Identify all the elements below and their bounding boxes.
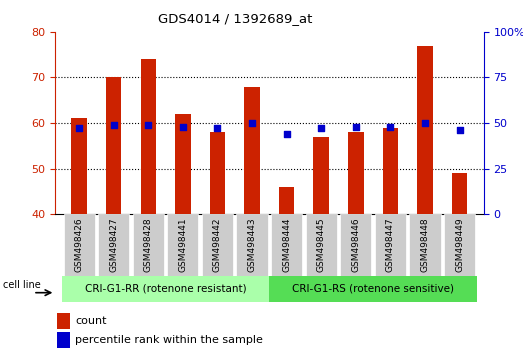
FancyBboxPatch shape — [410, 214, 440, 276]
Bar — [417, 46, 433, 214]
FancyBboxPatch shape — [98, 214, 129, 276]
Text: GSM498446: GSM498446 — [351, 217, 360, 272]
FancyBboxPatch shape — [202, 214, 233, 276]
Bar — [175, 114, 191, 214]
Bar — [141, 59, 156, 214]
Bar — [313, 137, 329, 214]
Text: GSM498442: GSM498442 — [213, 217, 222, 272]
FancyBboxPatch shape — [305, 214, 337, 276]
Text: GSM498444: GSM498444 — [282, 217, 291, 272]
FancyBboxPatch shape — [133, 214, 164, 276]
Point — [282, 131, 291, 137]
FancyBboxPatch shape — [340, 214, 371, 276]
Text: GSM498449: GSM498449 — [455, 217, 464, 272]
Bar — [210, 132, 225, 214]
Text: GDS4014 / 1392689_at: GDS4014 / 1392689_at — [158, 12, 312, 25]
Text: GSM498428: GSM498428 — [144, 217, 153, 272]
Text: GSM498445: GSM498445 — [317, 217, 326, 272]
Bar — [71, 119, 87, 214]
FancyBboxPatch shape — [236, 214, 268, 276]
Text: cell line: cell line — [3, 280, 41, 290]
Bar — [58, 332, 70, 348]
Text: GSM498426: GSM498426 — [75, 217, 84, 272]
FancyBboxPatch shape — [167, 214, 198, 276]
Text: percentile rank within the sample: percentile rank within the sample — [75, 335, 263, 345]
Point — [248, 120, 256, 126]
Text: CRI-G1-RR (rotenone resistant): CRI-G1-RR (rotenone resistant) — [85, 284, 246, 294]
Bar — [452, 173, 468, 214]
Point — [351, 124, 360, 130]
Point — [144, 122, 153, 128]
FancyBboxPatch shape — [375, 214, 406, 276]
Point — [179, 124, 187, 130]
Text: GSM498443: GSM498443 — [247, 217, 257, 272]
Point — [317, 126, 325, 131]
Bar — [106, 78, 121, 214]
Point — [75, 126, 83, 131]
Point — [456, 127, 464, 133]
Text: GSM498441: GSM498441 — [178, 217, 187, 272]
Text: GSM498448: GSM498448 — [420, 217, 429, 272]
Text: GSM498427: GSM498427 — [109, 217, 118, 272]
Bar — [348, 132, 363, 214]
Point — [386, 124, 394, 130]
FancyBboxPatch shape — [269, 276, 477, 302]
Text: CRI-G1-RS (rotenone sensitive): CRI-G1-RS (rotenone sensitive) — [292, 284, 454, 294]
Bar — [279, 187, 294, 214]
Bar — [58, 313, 70, 329]
FancyBboxPatch shape — [62, 276, 269, 302]
Text: GSM498447: GSM498447 — [386, 217, 395, 272]
FancyBboxPatch shape — [271, 214, 302, 276]
Bar — [383, 127, 398, 214]
Point — [421, 120, 429, 126]
Text: count: count — [75, 316, 107, 326]
FancyBboxPatch shape — [64, 214, 95, 276]
Bar — [244, 86, 260, 214]
FancyBboxPatch shape — [444, 214, 475, 276]
Point — [213, 126, 222, 131]
Point — [109, 122, 118, 128]
